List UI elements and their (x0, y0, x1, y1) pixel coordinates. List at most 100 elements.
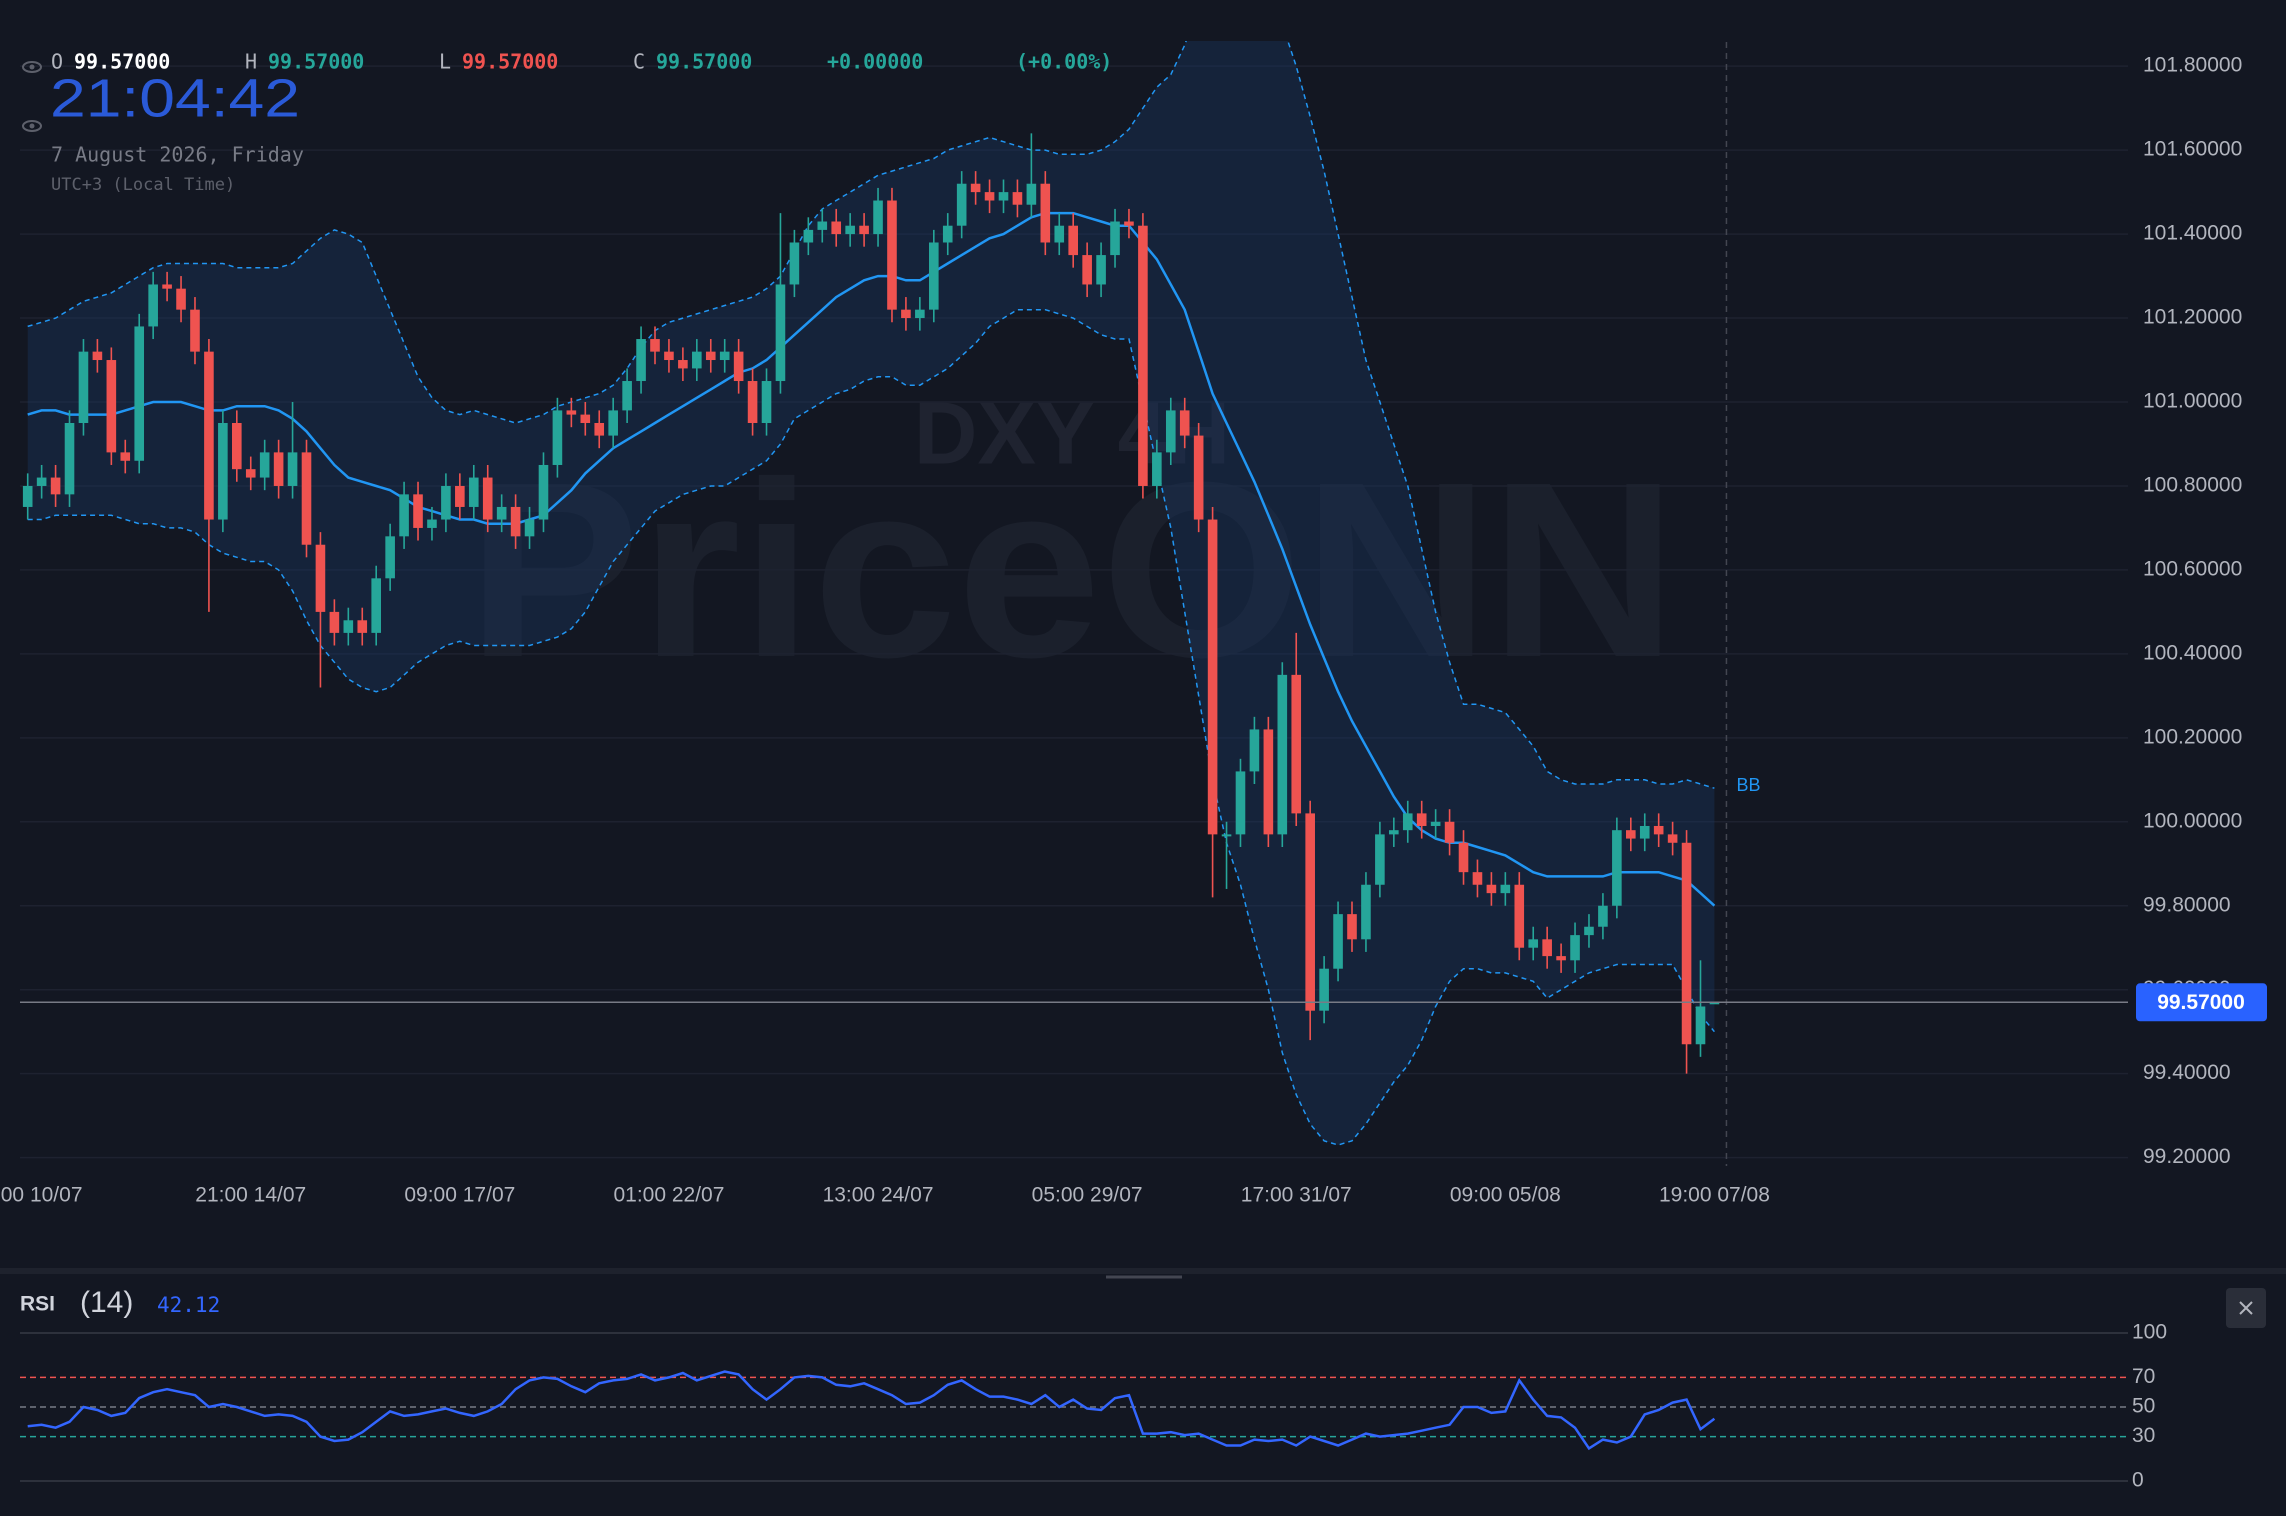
candle-body (817, 221, 828, 230)
candle-body (1235, 771, 1246, 835)
candle-body (287, 452, 298, 486)
candle-body (1514, 884, 1525, 948)
rsi-panel: RSI (14) 42.12 (0, 1268, 2286, 1328)
candle-body (636, 339, 646, 382)
candle-body (1402, 813, 1413, 831)
candle-body (482, 477, 493, 520)
candle-body (705, 351, 716, 361)
candle-body (1110, 221, 1120, 256)
eye-pupil (29, 64, 35, 70)
candle-body (622, 381, 632, 411)
y-tick-label: 99.20000 (2143, 1145, 2231, 1168)
candle-body (1124, 221, 1134, 226)
candle-body (204, 351, 214, 520)
ohlc-value: 99.57000 (74, 50, 170, 74)
candle-body (427, 519, 437, 528)
candle-body (1249, 729, 1260, 772)
candle-body (1486, 884, 1497, 894)
candle-body (719, 351, 730, 361)
band-fill (27, 41, 1715, 1145)
candle-body (594, 422, 605, 436)
candle-body (901, 309, 911, 319)
y-tick-label: 99.80000 (2143, 893, 2231, 916)
band-lower (27, 308, 1715, 1146)
candle-body (1082, 255, 1092, 285)
y-tick-label: 100.00000 (2143, 809, 2242, 832)
candle-body (887, 200, 897, 310)
candle-body (1653, 825, 1664, 835)
candle-body (1639, 825, 1650, 839)
rsi-line (27, 1370, 1716, 1451)
candle-body (1584, 926, 1594, 936)
candle-body (1681, 842, 1692, 1045)
candle-body (343, 620, 354, 633)
y-tick-label: 99.40000 (2143, 1061, 2231, 1084)
candle-body (524, 519, 535, 537)
candle-body (747, 381, 758, 423)
pane-separator[interactable] (0, 1268, 2286, 1274)
eye-icon[interactable] (22, 61, 42, 73)
candle-body (1528, 939, 1539, 948)
candle-body (915, 309, 925, 319)
y-tick-label: 101.60000 (2143, 138, 2242, 161)
candle-body (929, 242, 939, 310)
close-button[interactable] (2226, 1288, 2266, 1328)
candle-body (1012, 192, 1023, 205)
candle-body (1570, 935, 1580, 961)
candle-body (1096, 255, 1106, 285)
candle-body (1361, 884, 1371, 940)
y-tick-label: 100.40000 (2143, 641, 2242, 664)
candle-body (92, 351, 103, 361)
candle-body (566, 410, 577, 415)
x-tick-label: 21:00 14/07 (195, 1184, 306, 1207)
x-tick-label: 09:00 17/07 (404, 1184, 515, 1207)
candle-body (371, 578, 381, 633)
candle-body (148, 284, 158, 327)
candle-body (22, 485, 33, 507)
candle-body (859, 225, 869, 235)
candle-body (315, 544, 326, 612)
candle-body (1319, 968, 1329, 1011)
axes: 99.2000099.4000099.6000099.80000100.0000… (1, 54, 2243, 1207)
y-tick-label: 101.80000 (2143, 54, 2242, 77)
candle-body (413, 494, 423, 528)
rsi-title: RSI (20, 1293, 55, 1316)
rsi-last-value: 42.12 (157, 1293, 220, 1317)
candle-body (1207, 519, 1218, 835)
y-tick-label: 100.80000 (2143, 474, 2242, 497)
candle-body (775, 284, 786, 382)
candle-body (1695, 1006, 1706, 1045)
candle-body (468, 477, 479, 507)
candle-body (1598, 905, 1608, 927)
eye-outline (22, 61, 42, 73)
y-tick-label: 101.20000 (2143, 306, 2242, 329)
candle-body (873, 200, 883, 235)
x-tick-label: 01:00 22/07 (613, 1184, 724, 1207)
candle-body (831, 221, 842, 235)
candle-body (273, 452, 284, 486)
candle-body (789, 242, 800, 285)
candle-body (1667, 834, 1678, 843)
band-upper (27, 41, 1715, 789)
candle-body (1054, 225, 1065, 243)
candle-body (1444, 821, 1455, 843)
candle-body (259, 452, 270, 478)
eye-icon[interactable] (22, 120, 42, 132)
last-price-label: 99.57000 (2157, 991, 2245, 1014)
candle-body (1152, 452, 1162, 486)
rsi-chart: 0 30 50 70 100 (20, 1321, 2167, 1492)
candle-body (1305, 813, 1315, 1011)
ohlc-key: H (245, 50, 257, 74)
ohlc-key: O (51, 50, 63, 74)
candle-body (64, 422, 75, 495)
candle-body (803, 229, 814, 243)
date: 7 August 2026, Friday (51, 143, 304, 167)
candle-body (1333, 914, 1343, 969)
candle-body (1291, 674, 1302, 814)
candle-body (50, 477, 61, 495)
candle-body (510, 506, 521, 537)
candle-body (733, 351, 744, 382)
candle-body (36, 477, 47, 486)
candle-body (1626, 830, 1636, 839)
ohlc-value: 99.57000 (462, 50, 558, 74)
